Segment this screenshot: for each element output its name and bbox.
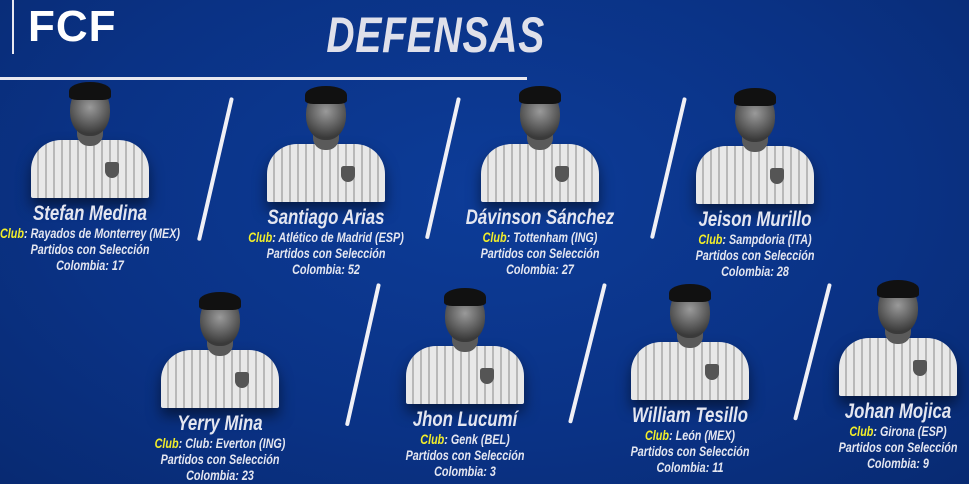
player-photo bbox=[631, 284, 749, 400]
caps-value: 52 bbox=[347, 262, 360, 277]
player-photo bbox=[161, 292, 279, 408]
player-club: Club: Tottenham (ING) bbox=[482, 230, 598, 245]
caps-value: 17 bbox=[111, 258, 124, 273]
caps-label: Partidos con Selección bbox=[266, 246, 386, 261]
caps-line: Colombia: 17 bbox=[56, 258, 124, 273]
crest-icon bbox=[705, 364, 719, 380]
club-label: Club bbox=[0, 226, 24, 241]
club-label: Club bbox=[154, 436, 179, 451]
caps-label: Partidos con Selección bbox=[695, 248, 815, 263]
caps-value: 27 bbox=[561, 262, 574, 277]
club-value: Club: Everton (ING) bbox=[185, 436, 286, 451]
caps-label: Partidos con Selección bbox=[30, 242, 150, 257]
player-name: Jeison Murillo bbox=[698, 208, 812, 231]
caps-line: Colombia: 11 bbox=[656, 460, 724, 475]
caps-label: Partidos con Selección bbox=[160, 452, 280, 467]
club-label: Club bbox=[248, 230, 273, 245]
caps-prefix: Colombia bbox=[506, 262, 556, 277]
caps-line: Colombia: 27 bbox=[506, 262, 574, 277]
crest-icon bbox=[555, 166, 569, 182]
caps-value: 23 bbox=[241, 468, 254, 483]
player-name: William Tesillo bbox=[632, 404, 748, 427]
player-name: Johan Mojica bbox=[844, 400, 952, 423]
club-label: Club bbox=[482, 230, 507, 245]
club-label: Club bbox=[849, 424, 874, 439]
player-card: Dávinson Sánchez Club: Tottenham (ING) P… bbox=[410, 86, 670, 278]
club-value: León (MEX) bbox=[675, 428, 735, 443]
crest-icon bbox=[105, 162, 119, 178]
caps-line: Colombia: 52 bbox=[292, 262, 360, 277]
title-underline bbox=[0, 77, 527, 80]
caps-line: Colombia: 23 bbox=[186, 468, 254, 483]
club-value: Tottenham (ING) bbox=[513, 230, 598, 245]
player-card: Santiago Arias Club: Atlético de Madrid … bbox=[196, 86, 456, 278]
club-value: Rayados de Monterrey (MEX) bbox=[30, 226, 181, 241]
club-label: Club bbox=[645, 428, 669, 443]
caps-prefix: Colombia bbox=[292, 262, 342, 277]
caps-line: Colombia: 3 bbox=[434, 464, 496, 479]
player-club: Club: Rayados de Monterrey (MEX) bbox=[0, 226, 181, 241]
club-value: Genk (BEL) bbox=[450, 432, 510, 447]
fcf-logo: FCF bbox=[28, 2, 117, 51]
player-photo bbox=[31, 82, 149, 198]
caps-prefix: Colombia bbox=[867, 456, 917, 471]
crest-icon bbox=[235, 372, 249, 388]
caps-label: Partidos con Selección bbox=[480, 246, 600, 261]
caps-prefix: Colombia bbox=[721, 264, 771, 279]
caps-line: Colombia: 9 bbox=[867, 456, 929, 471]
club-label: Club bbox=[420, 432, 445, 447]
player-photo bbox=[267, 86, 385, 202]
player-photo bbox=[696, 88, 814, 204]
player-photo bbox=[406, 288, 524, 404]
caps-line: Colombia: 28 bbox=[721, 264, 789, 279]
club-label: Club bbox=[698, 232, 723, 247]
caps-label: Partidos con Selección bbox=[630, 444, 750, 459]
player-club: Club: Atlético de Madrid (ESP) bbox=[248, 230, 404, 245]
player-photo bbox=[481, 86, 599, 202]
player-card: Stefan Medina Club: Rayados de Monterrey… bbox=[0, 82, 220, 274]
caps-value: 28 bbox=[776, 264, 789, 279]
caps-value: 11 bbox=[712, 460, 724, 475]
caps-value: 3 bbox=[489, 464, 496, 479]
player-name: Dávinson Sánchez bbox=[465, 206, 615, 229]
player-club: Club: León (MEX) bbox=[645, 428, 735, 443]
caps-prefix: Colombia bbox=[56, 258, 106, 273]
player-card: Johan Mojica Club: Girona (ESP) Partidos… bbox=[768, 280, 969, 472]
page-title: DEFENSAS bbox=[326, 7, 546, 63]
crest-icon bbox=[770, 168, 784, 184]
caps-prefix: Colombia bbox=[656, 460, 706, 475]
player-name: Stefan Medina bbox=[33, 202, 147, 225]
player-card: Yerry Mina Club: Club: Everton (ING) Par… bbox=[90, 292, 350, 484]
club-value: Sampdoria (ITA) bbox=[728, 232, 812, 247]
caps-label: Partidos con Selección bbox=[838, 440, 958, 455]
player-name: Yerry Mina bbox=[177, 412, 263, 435]
player-card: William Tesillo Club: León (MEX) Partido… bbox=[560, 284, 820, 476]
crest-icon bbox=[913, 360, 927, 376]
player-name: Santiago Arias bbox=[267, 206, 385, 229]
caps-prefix: Colombia bbox=[434, 464, 484, 479]
club-value: Atlético de Madrid (ESP) bbox=[278, 230, 404, 245]
logo-divider bbox=[12, 0, 14, 54]
player-photo bbox=[839, 280, 957, 396]
caps-value: 9 bbox=[922, 456, 929, 471]
caps-label: Partidos con Selección bbox=[405, 448, 525, 463]
crest-icon bbox=[341, 166, 355, 182]
player-club: Club: Genk (BEL) bbox=[420, 432, 510, 447]
caps-prefix: Colombia bbox=[186, 468, 236, 483]
player-club: Club: Club: Everton (ING) bbox=[154, 436, 286, 451]
player-club: Club: Girona (ESP) bbox=[849, 424, 947, 439]
player-club: Club: Sampdoria (ITA) bbox=[698, 232, 812, 247]
player-card: Jeison Murillo Club: Sampdoria (ITA) Par… bbox=[625, 88, 885, 280]
player-card: Jhon Lucumí Club: Genk (BEL) Partidos co… bbox=[335, 288, 595, 480]
club-value: Girona (ESP) bbox=[879, 424, 947, 439]
crest-icon bbox=[480, 368, 494, 384]
player-name: Jhon Lucumí bbox=[412, 408, 518, 431]
